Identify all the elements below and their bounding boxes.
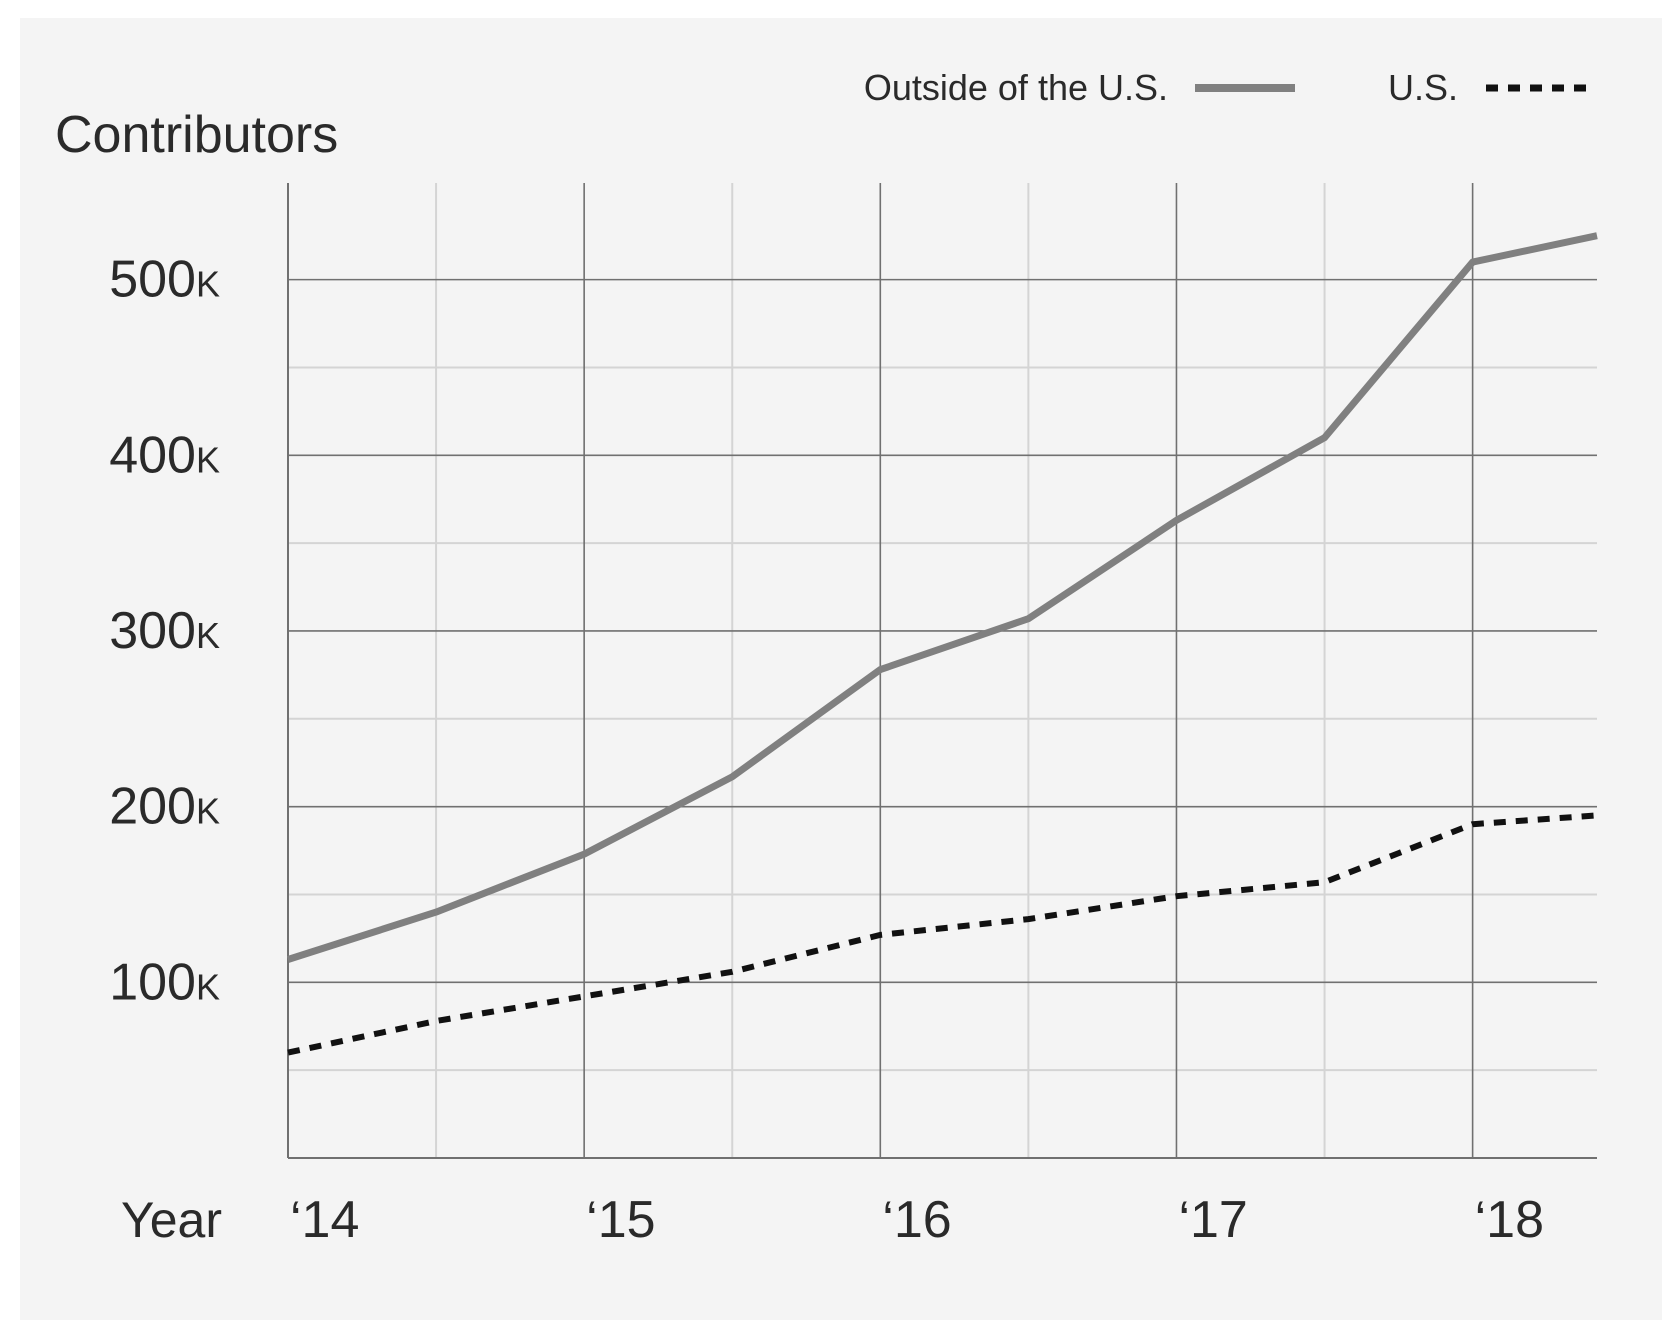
y-tick-label: 500K: [109, 251, 220, 309]
y-tick-suffix: K: [196, 615, 220, 656]
x-tick-label: ‘17: [1178, 1191, 1247, 1249]
x-tick-label: ‘16: [882, 1191, 951, 1249]
y-axis-title: Contributors: [55, 106, 338, 164]
legend: Outside of the U.S. U.S.: [864, 67, 1592, 108]
grid-lines: [287, 183, 1597, 1158]
y-tick-suffix: K: [196, 439, 220, 480]
x-tick-label: ‘14: [290, 1191, 359, 1249]
series-line-outside-us: [286, 232, 1598, 963]
axes: [287, 183, 1597, 1159]
x-tick-label: ‘15: [586, 1191, 655, 1249]
x-axis-title: Year: [121, 1192, 222, 1248]
legend-label-us: U.S.: [1388, 67, 1458, 108]
chart-panel: [20, 18, 1662, 1320]
y-tick-suffix: K: [196, 966, 220, 1007]
series-line-us: [287, 812, 1598, 1056]
y-tick-suffix: K: [196, 791, 220, 832]
legend-label-outside-us: Outside of the U.S.: [864, 67, 1168, 108]
y-tick-suffix: K: [196, 264, 220, 305]
x-tick-label: ‘18: [1475, 1191, 1544, 1249]
series-layer: [286, 232, 1598, 1056]
